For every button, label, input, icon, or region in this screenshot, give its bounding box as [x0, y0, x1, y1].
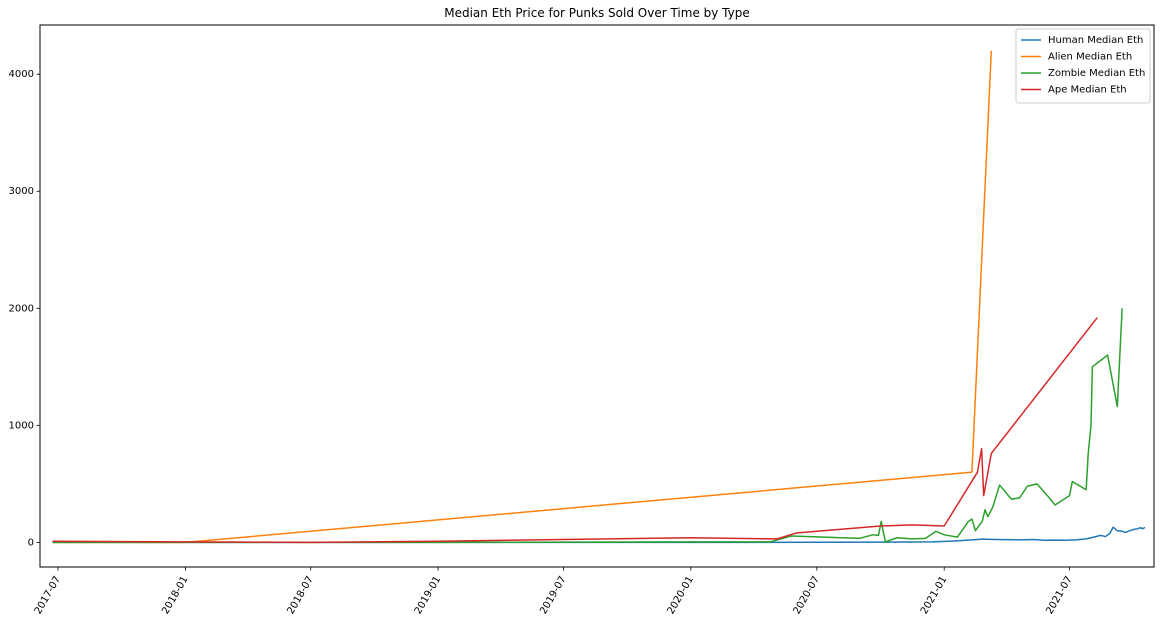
axes-layer: 2017-07 2018-01 2018-07 2019-01 2019-07 2020-…: [9, 69, 1075, 616]
y-tick-label: 2000: [9, 303, 34, 314]
legend-label: Human Median Eth: [1048, 35, 1143, 46]
legend-label: Alien Median Eth: [1048, 52, 1132, 63]
legend: Human Median Eth Alien Median Eth Zombie M…: [1015, 28, 1151, 104]
x-tick-label: 2020-01: [666, 575, 696, 617]
series-line-4: [52, 317, 1098, 544]
x-tick-label: 2017-07: [33, 575, 63, 617]
series-layer: [52, 50, 1146, 544]
legend-label: Ape Median Eth: [1048, 85, 1127, 96]
x-tick-label: 2018-01: [160, 575, 190, 617]
x-tick-label: 2018-07: [285, 575, 315, 617]
series-line-2: [52, 50, 993, 544]
y-tick-label: 4000: [9, 69, 34, 80]
x-tick-label: 2019-07: [538, 575, 568, 617]
y-tick-label: 0: [28, 537, 34, 548]
chart-title: Median Eth Price for Punks Sold Over Tim…: [444, 6, 750, 20]
legend-label: Zombie Median Eth: [1048, 68, 1145, 79]
x-tick-label: 2019-01: [413, 575, 443, 617]
legend-box: [1015, 28, 1151, 104]
series-line-3: [52, 308, 1123, 544]
y-tick-label: 1000: [9, 420, 34, 431]
plot-frame: [39, 24, 1155, 568]
x-tick-label: 2020-07: [792, 575, 822, 617]
x-tick-label: 2021-01: [919, 575, 949, 617]
y-tick-label: 3000: [9, 186, 34, 197]
x-tick-label: 2021-07: [1044, 575, 1074, 617]
